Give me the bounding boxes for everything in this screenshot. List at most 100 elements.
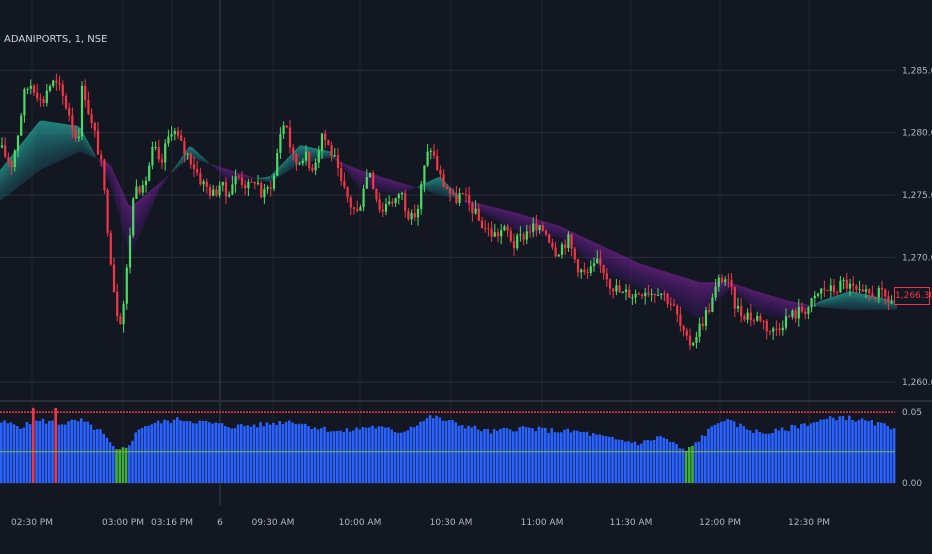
histogram-bar (736, 427, 739, 483)
candle-up (221, 181, 224, 186)
cloud-segment (45, 120, 48, 168)
candle-down (346, 186, 349, 198)
candle-down (852, 283, 855, 286)
cloud-segment (390, 179, 393, 194)
histogram-bar (160, 423, 163, 483)
candle-down (39, 98, 42, 100)
candle-down (106, 190, 109, 233)
cloud-segment (48, 121, 51, 167)
histogram-bar (617, 439, 621, 483)
symbol-title[interactable]: ADANIPORTS, 1, NSE (4, 34, 108, 45)
cloud-segment (396, 181, 399, 195)
cloud-segment (492, 206, 495, 220)
candle-down (800, 306, 804, 312)
histogram-bar (627, 441, 630, 483)
cloud-segment (825, 298, 828, 308)
histogram-bar (416, 425, 419, 483)
candle-up (388, 201, 391, 204)
histogram-bar (0, 422, 3, 483)
candle-down (4, 145, 7, 157)
cloud-segment (357, 168, 360, 189)
histogram-bar (524, 427, 528, 483)
cloud-segment (327, 150, 330, 159)
histogram-bar (582, 432, 585, 483)
cloud-segment (153, 185, 156, 205)
histogram-bar (329, 431, 333, 483)
histogram-bar (22, 427, 25, 483)
histogram-bar-red (54, 407, 57, 483)
histogram-bar (364, 427, 368, 483)
cloud-segment (588, 239, 591, 263)
candle-up (125, 267, 128, 304)
time-tick-label: 11:30 AM (610, 518, 653, 528)
candle-down (452, 193, 455, 195)
cloud-segment (90, 145, 93, 157)
candle-down (573, 248, 576, 260)
candle-down (583, 269, 586, 273)
histogram-bar (297, 423, 301, 483)
histogram-bar (713, 424, 717, 483)
candle-down (157, 146, 160, 160)
candle-down (100, 154, 103, 160)
candle-down (138, 186, 141, 193)
histogram-bar (633, 441, 637, 483)
histogram-bar (710, 426, 713, 483)
candle-up (567, 234, 570, 249)
histogram-bar (768, 433, 771, 483)
cloud-segment (507, 210, 510, 228)
candle-up (148, 165, 151, 181)
cloud-segment (66, 124, 69, 158)
candle-up (848, 283, 852, 289)
cloud-segment (669, 272, 672, 304)
cloud-segment (219, 166, 222, 176)
histogram-bar (806, 426, 809, 483)
cloud-segment (540, 219, 543, 237)
candle-up (228, 194, 231, 197)
cloud-segment (486, 205, 489, 217)
cloud-segment (783, 298, 786, 319)
cloud-segment (243, 174, 246, 181)
cloud-segment (702, 282, 705, 318)
cloud-segment (690, 279, 693, 316)
cloud-segment (828, 297, 831, 309)
cloud-segment (378, 175, 381, 193)
price-tick-label: 1,280.00 (902, 129, 932, 139)
candle-down (599, 258, 602, 265)
cloud-segment (39, 120, 42, 171)
histogram-bar (259, 422, 262, 483)
histogram-bar (819, 419, 822, 483)
candle-up (128, 235, 132, 268)
candle-up (80, 85, 84, 137)
histogram-bar (656, 436, 659, 483)
cloud-segment (258, 177, 261, 180)
histogram-bar (217, 423, 221, 483)
histogram-bar (608, 436, 611, 483)
histogram-bar (438, 417, 441, 483)
candle-up (807, 307, 810, 314)
candle-down (826, 289, 829, 291)
cloud-segment (267, 176, 270, 183)
histogram-bar (176, 417, 179, 483)
candle-up (186, 153, 189, 155)
candle-down (445, 187, 448, 189)
candle-up (615, 285, 618, 292)
cloud-segment (846, 291, 849, 310)
cloud-segment (762, 292, 765, 315)
cloud-segment (777, 297, 780, 318)
cloud-segment (162, 178, 165, 186)
histogram-bar (569, 432, 573, 483)
cloud-segment (324, 150, 327, 159)
histogram-bar (396, 432, 400, 483)
candle-up (173, 130, 176, 135)
candle-down (887, 296, 890, 303)
candle-down (570, 234, 573, 249)
cloud-segment (681, 276, 684, 310)
candle-up (660, 293, 663, 295)
histogram-bar (748, 430, 752, 483)
histogram-bar (195, 423, 198, 483)
candle-up (656, 294, 660, 296)
histogram-bar (384, 427, 387, 483)
candle-down (522, 234, 525, 240)
